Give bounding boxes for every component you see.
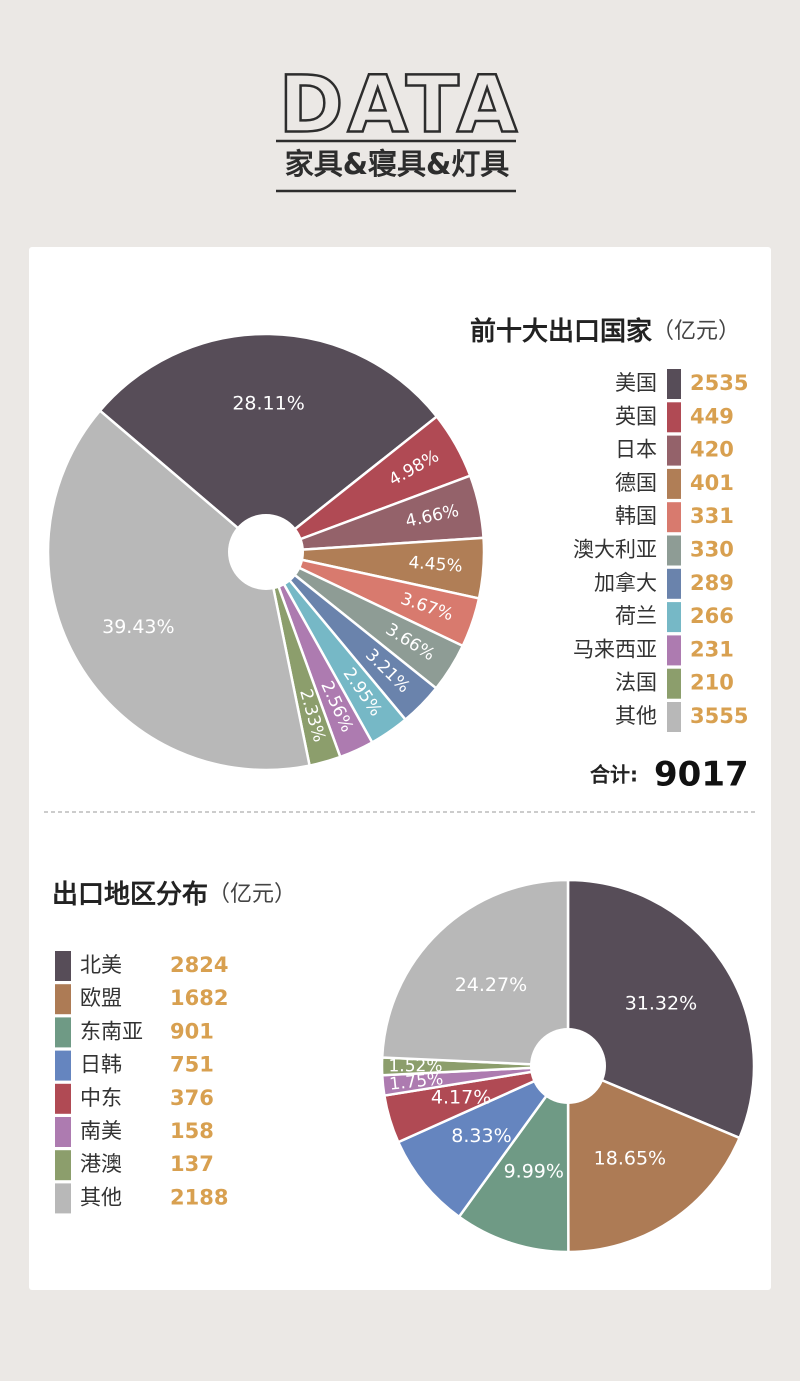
- slice-label: 1.52%: [388, 1056, 442, 1076]
- legend-swatch: [667, 468, 681, 499]
- legend-label: 中东: [80, 1086, 122, 1110]
- legend-swatch: [667, 635, 681, 666]
- legend-swatch: [55, 951, 71, 981]
- legend-value: 137: [170, 1152, 214, 1176]
- legend-label: 欧盟: [80, 986, 122, 1010]
- legend-label: 日本: [615, 438, 657, 462]
- header-title: DATA: [279, 60, 522, 150]
- slice-label: 4.17%: [431, 1086, 491, 1108]
- slice-label: 18.65%: [594, 1147, 666, 1169]
- chart-title-text: 前十大出口国家: [470, 316, 652, 347]
- legend-value: 330: [690, 538, 734, 562]
- legend-label: 荷兰: [615, 604, 657, 628]
- legend-value: 901: [170, 1019, 214, 1043]
- legend-label: 其他: [80, 1185, 122, 1209]
- slice-label: 31.32%: [625, 993, 697, 1015]
- legend-value: 2535: [690, 371, 748, 395]
- legend-label: 法国: [615, 671, 657, 695]
- slice-label: 8.33%: [451, 1125, 511, 1147]
- legend-swatch: [667, 502, 681, 533]
- pie-slice: [98, 332, 439, 554]
- legend-label: 德国: [615, 471, 657, 495]
- chart-title-text: 出口地区分布: [52, 880, 208, 910]
- slice-label: 4.45%: [408, 553, 463, 577]
- legend-swatch: [55, 1083, 71, 1114]
- pie-slice: [566, 878, 756, 1140]
- legend-label: 东南亚: [80, 1019, 143, 1043]
- chart-title: 前十大出口国家（亿元）: [470, 316, 740, 347]
- slice-label: 39.43%: [102, 616, 174, 638]
- legend-value: 331: [690, 504, 734, 528]
- legend-value: 231: [690, 637, 734, 661]
- legend-swatch: [55, 984, 71, 1015]
- slice-label: 9.99%: [504, 1161, 564, 1183]
- total-label: 合计:: [590, 763, 638, 787]
- legend-swatch: [55, 1150, 71, 1181]
- legend-value: 420: [690, 438, 734, 462]
- legend-value: 158: [170, 1119, 214, 1143]
- total-value: 9017: [654, 755, 749, 795]
- donut-hole: [530, 1028, 606, 1104]
- legend-swatch: [667, 369, 681, 399]
- legend-value: 3555: [690, 704, 748, 728]
- slice-label: 24.27%: [455, 974, 527, 996]
- legend-value: 266: [690, 604, 734, 628]
- legend-label: 美国: [615, 371, 657, 395]
- legend-value: 751: [170, 1053, 214, 1077]
- legend-swatch: [667, 435, 681, 466]
- legend-value: 2824: [170, 953, 228, 977]
- pie-slice: [457, 1062, 570, 1254]
- legend-value: 210: [690, 671, 734, 695]
- legend-value: 401: [690, 471, 734, 495]
- chart-unit: （亿元）: [208, 882, 296, 907]
- legend-value: 1682: [170, 986, 228, 1010]
- legend-label: 加拿大: [594, 571, 657, 595]
- header-subtitle: 家具&寝具&灯具: [285, 147, 510, 181]
- slice-label: 28.11%: [232, 392, 304, 414]
- legend-swatch: [667, 602, 681, 633]
- legend-label: 韩国: [615, 504, 657, 528]
- legend-label: 澳大利亚: [573, 538, 657, 562]
- legend-label: 南美: [80, 1119, 122, 1143]
- charts: 前十大出口国家（亿元）28.11%4.98%4.66%4.45%3.67%3.6…: [46, 316, 756, 1254]
- pie-slice: [46, 408, 312, 772]
- legend-label: 港澳: [80, 1152, 122, 1176]
- legend-swatch: [667, 535, 681, 566]
- chart-title: 出口地区分布（亿元）: [52, 880, 296, 910]
- legend-label: 北美: [80, 953, 122, 977]
- legend-swatch: [667, 702, 681, 732]
- legend-value: 289: [690, 571, 734, 595]
- legend-value: 376: [170, 1086, 214, 1110]
- legend-label: 其他: [615, 704, 657, 728]
- legend-swatch: [55, 1017, 71, 1048]
- legend-swatch: [667, 402, 681, 433]
- pie-slice: [566, 1064, 742, 1254]
- legend-swatch: [55, 1183, 71, 1214]
- legend-label: 英国: [615, 404, 657, 428]
- legend-value: 449: [690, 404, 734, 428]
- legend-swatch: [667, 568, 681, 599]
- legend-swatch: [55, 1050, 71, 1081]
- chart-unit: （亿元）: [652, 319, 740, 344]
- legend-swatch: [667, 668, 681, 699]
- legend-label: 马来西亚: [573, 637, 657, 661]
- legend-value: 2188: [170, 1185, 228, 1209]
- donut-hole: [228, 514, 304, 590]
- pie-slice: [380, 878, 570, 1068]
- legend-swatch: [55, 1117, 71, 1147]
- pie-slice: [396, 1062, 572, 1219]
- legend-label: 日韩: [80, 1053, 122, 1077]
